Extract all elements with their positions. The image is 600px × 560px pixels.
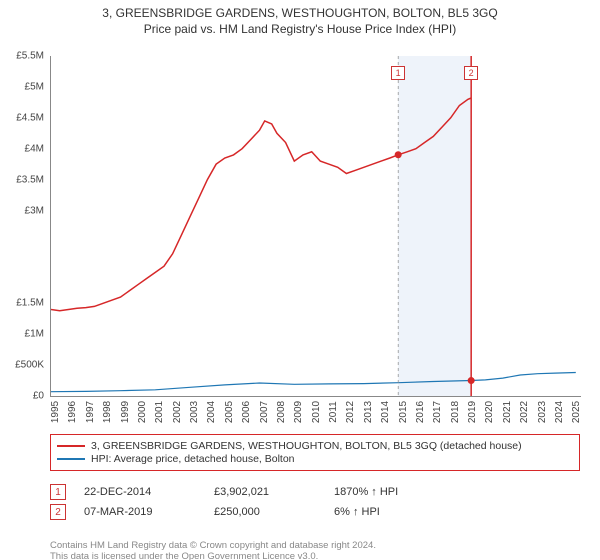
marker-row: 1 22-DEC-2014£3,902,0211870% ↑ HPI	[50, 484, 580, 500]
marker-label-2: 2	[464, 66, 478, 80]
x-tick-label: 2004	[206, 401, 217, 423]
x-tick-label: 2020	[484, 401, 495, 423]
y-tick-label: £1M	[25, 329, 44, 340]
marker-date: 22-DEC-2014	[84, 486, 214, 498]
y-tick-label: £5M	[25, 81, 44, 92]
x-tick-label: 2019	[467, 401, 478, 423]
x-tick-label: 2023	[537, 401, 548, 423]
x-tick-label: 2018	[450, 401, 461, 423]
x-tick-label: 2005	[224, 401, 235, 423]
x-tick-label: 2016	[415, 401, 426, 423]
marker-table: 1 22-DEC-2014£3,902,0211870% ↑ HPI 2 07-MAR…	[50, 480, 580, 524]
x-tick-label: 2008	[276, 401, 287, 423]
marker-row: 2 07-MAR-2019£250,0006% ↑ HPI	[50, 504, 580, 520]
legend-text: 3, GREENSBRIDGE GARDENS, WESTHOUGHTON, B…	[91, 440, 522, 452]
legend-text: HPI: Average price, detached house, Bolt…	[91, 453, 295, 465]
footer-line-1: Contains HM Land Registry data © Crown c…	[50, 540, 376, 551]
x-axis-labels: 1995 1996 1997 1998 1999 2000 2001 2002 2003 2004…	[50, 398, 580, 428]
x-tick-label: 1999	[120, 401, 131, 423]
y-tick-label: £5.5M	[16, 51, 44, 62]
x-tick-label: 1998	[102, 401, 113, 423]
y-tick-label: £4.5M	[16, 112, 44, 123]
x-tick-label: 1996	[67, 401, 78, 423]
y-tick-label: £0	[33, 391, 44, 402]
marker-price: £250,000	[214, 506, 334, 518]
x-tick-label: 2024	[554, 401, 565, 423]
plot-svg	[51, 56, 581, 396]
x-tick-label: 2017	[432, 401, 443, 423]
legend-box: 3, GREENSBRIDGE GARDENS, WESTHOUGHTON, B…	[50, 434, 580, 471]
plot-area: 12	[50, 56, 581, 397]
chart-subtitle: Price paid vs. HM Land Registry's House …	[0, 22, 600, 36]
marker-price: £3,902,021	[214, 486, 334, 498]
legend-swatch	[57, 445, 85, 447]
x-tick-label: 2021	[502, 401, 513, 423]
x-tick-label: 2001	[154, 401, 165, 423]
x-tick-label: 2006	[241, 401, 252, 423]
x-tick-label: 2015	[398, 401, 409, 423]
y-axis-labels: £0£500K£1M£1.5M£3M£3.5M£4M£4.5M£5M£5.5M	[0, 56, 48, 396]
x-tick-label: 1995	[50, 401, 61, 423]
x-tick-label: 2002	[172, 401, 183, 423]
marker-date: 07-MAR-2019	[84, 506, 214, 518]
legend-row: HPI: Average price, detached house, Bolt…	[57, 453, 573, 465]
marker-delta: 1870% ↑ HPI	[334, 486, 494, 498]
x-tick-label: 2000	[137, 401, 148, 423]
footer-line-2: This data is licensed under the Open Gov…	[50, 551, 376, 560]
x-tick-label: 2014	[380, 401, 391, 423]
x-tick-label: 2009	[293, 401, 304, 423]
y-tick-label: £4M	[25, 143, 44, 154]
y-tick-label: £3M	[25, 205, 44, 216]
marker-delta: 6% ↑ HPI	[334, 506, 494, 518]
marker-id-box: 1	[50, 484, 66, 500]
marker-id-box: 2	[50, 504, 66, 520]
x-tick-label: 2022	[519, 401, 530, 423]
chart-title: 3, GREENSBRIDGE GARDENS, WESTHOUGHTON, B…	[0, 6, 600, 20]
marker-label-1: 1	[391, 66, 405, 80]
x-tick-label: 2010	[311, 401, 322, 423]
y-tick-label: £3.5M	[16, 174, 44, 185]
x-tick-label: 2013	[363, 401, 374, 423]
y-tick-label: £500K	[15, 360, 44, 371]
x-tick-label: 2003	[189, 401, 200, 423]
x-tick-label: 2025	[571, 401, 582, 423]
x-tick-label: 2011	[328, 401, 339, 423]
legend-swatch	[57, 458, 85, 460]
x-tick-label: 2007	[259, 401, 270, 423]
footer-text: Contains HM Land Registry data © Crown c…	[50, 540, 376, 560]
x-tick-label: 1997	[85, 401, 96, 423]
legend-row: 3, GREENSBRIDGE GARDENS, WESTHOUGHTON, B…	[57, 440, 573, 452]
y-tick-label: £1.5M	[16, 298, 44, 309]
x-tick-label: 2012	[345, 401, 356, 423]
